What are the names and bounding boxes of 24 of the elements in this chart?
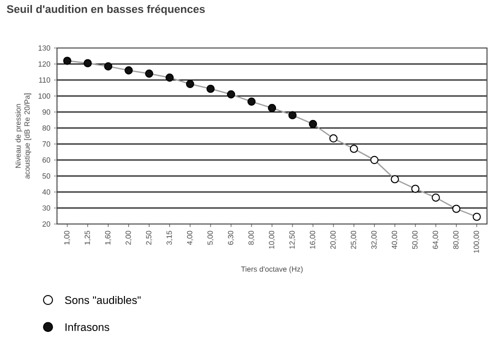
point [104,62,112,70]
point [472,212,481,221]
point [186,80,194,88]
point [432,194,440,202]
point [329,134,338,142]
legend-label: Infrasons [66,322,110,332]
point [268,104,276,112]
chart-title: Seuil d'audition en basses fréquences [6,4,205,16]
point [84,59,92,68]
point [350,144,358,153]
point [63,56,72,65]
point [226,90,236,98]
point [288,111,297,120]
point [370,156,378,164]
point [145,70,154,78]
legend-label: Sons "audibles" [65,296,141,304]
point [206,84,215,93]
point [247,98,256,106]
point [166,74,174,82]
point [390,175,399,184]
point [411,184,420,193]
point [124,66,133,74]
point [452,204,460,213]
point [308,120,318,128]
